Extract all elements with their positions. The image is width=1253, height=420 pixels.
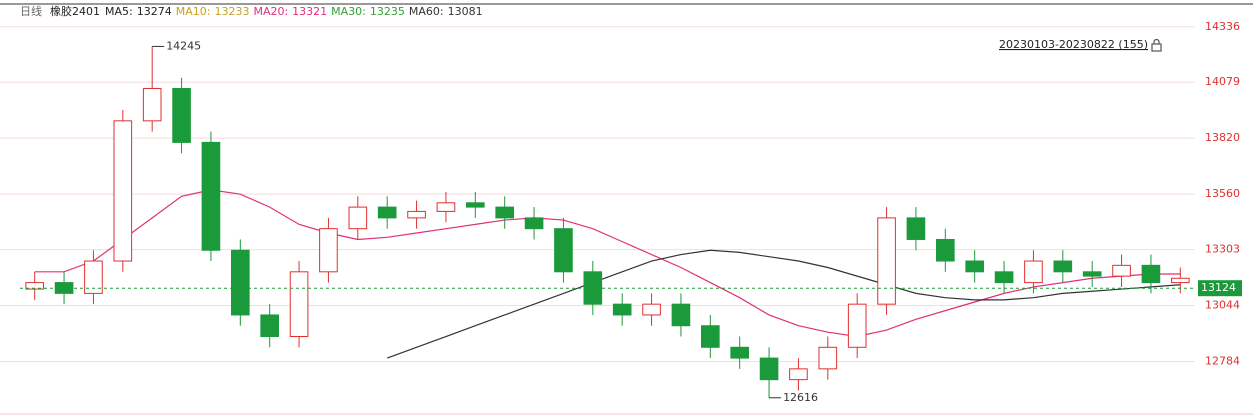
- candle-body: [437, 203, 455, 212]
- candle-body: [114, 121, 132, 261]
- indicator-value: 13233: [214, 5, 249, 18]
- candle-body: [907, 218, 925, 240]
- candle-body: [290, 272, 308, 337]
- y-tick-label: 13044: [1205, 298, 1240, 311]
- indicator-value: 13235: [370, 5, 405, 18]
- period: 日线: [20, 4, 42, 18]
- y-tick-label: 13560: [1205, 187, 1240, 200]
- candle-body: [261, 315, 279, 337]
- candle-body: [232, 250, 250, 315]
- candle-body: [672, 304, 690, 326]
- candle-body: [467, 203, 485, 207]
- min-label: 12616: [783, 391, 818, 404]
- candle-body: [1172, 278, 1190, 282]
- indicator-name: MA5:: [105, 5, 133, 18]
- indicator-name: MA30:: [331, 5, 366, 18]
- candle-body: [555, 229, 573, 272]
- indicator-name: MA10:: [176, 5, 211, 18]
- candle-body: [702, 326, 720, 348]
- candle-body: [937, 239, 955, 261]
- candle-body: [408, 211, 426, 217]
- candle-body: [995, 272, 1013, 283]
- candle-body: [966, 261, 984, 272]
- range-label[interactable]: 20230103-20230822 (155): [999, 38, 1148, 51]
- candle-body: [202, 142, 220, 250]
- candle-body: [378, 207, 396, 218]
- indicator: MA60: 13081: [409, 5, 483, 18]
- y-tick-label: 12784: [1205, 355, 1240, 368]
- indicator-value: 13321: [292, 5, 327, 18]
- candle-body: [819, 347, 837, 369]
- indicator: MA30: 13235: [331, 5, 405, 18]
- candle-body: [878, 218, 896, 304]
- candle-body: [613, 304, 631, 315]
- candle-body: [1054, 261, 1072, 272]
- candle-body: [320, 229, 338, 272]
- candle-body: [349, 207, 367, 229]
- lock-icon[interactable]: [1152, 40, 1161, 52]
- candle-body: [790, 369, 808, 380]
- y-tick-label: 14079: [1205, 75, 1240, 88]
- y-tick-label: 13820: [1205, 131, 1240, 144]
- indicator: MA5: 13274: [105, 5, 172, 18]
- indicator: MA20: 13321: [253, 5, 327, 18]
- candle-body: [643, 304, 661, 315]
- candle-body: [143, 88, 161, 120]
- indicator-value: 13274: [137, 5, 172, 18]
- candle-body: [1142, 265, 1160, 282]
- candle-body: [173, 88, 191, 142]
- max-label: 14245: [166, 39, 201, 52]
- kline-chart: 日线 橡胶2401 MA5:13274MA10:13233MA20:13321M…: [0, 0, 1253, 420]
- y-tick-label: 13303: [1205, 243, 1240, 256]
- indicator: MA10:13233: [176, 5, 250, 18]
- y-tick-label: 14336: [1205, 20, 1240, 33]
- candle-body: [1113, 265, 1131, 276]
- candle-body: [496, 207, 514, 218]
- indicator-value: 13081: [448, 5, 483, 18]
- candle-body: [760, 358, 778, 380]
- candle-body: [525, 218, 543, 229]
- candle-body: [848, 304, 866, 347]
- indicator-name: MA60:: [409, 5, 444, 18]
- indicator-name: MA20:: [253, 5, 288, 18]
- candle-body: [731, 347, 749, 358]
- last-price-label: 13124: [1201, 281, 1236, 294]
- candle-body: [1083, 272, 1101, 276]
- symbol: 橡胶2401: [50, 4, 100, 18]
- candle-body: [1025, 261, 1043, 283]
